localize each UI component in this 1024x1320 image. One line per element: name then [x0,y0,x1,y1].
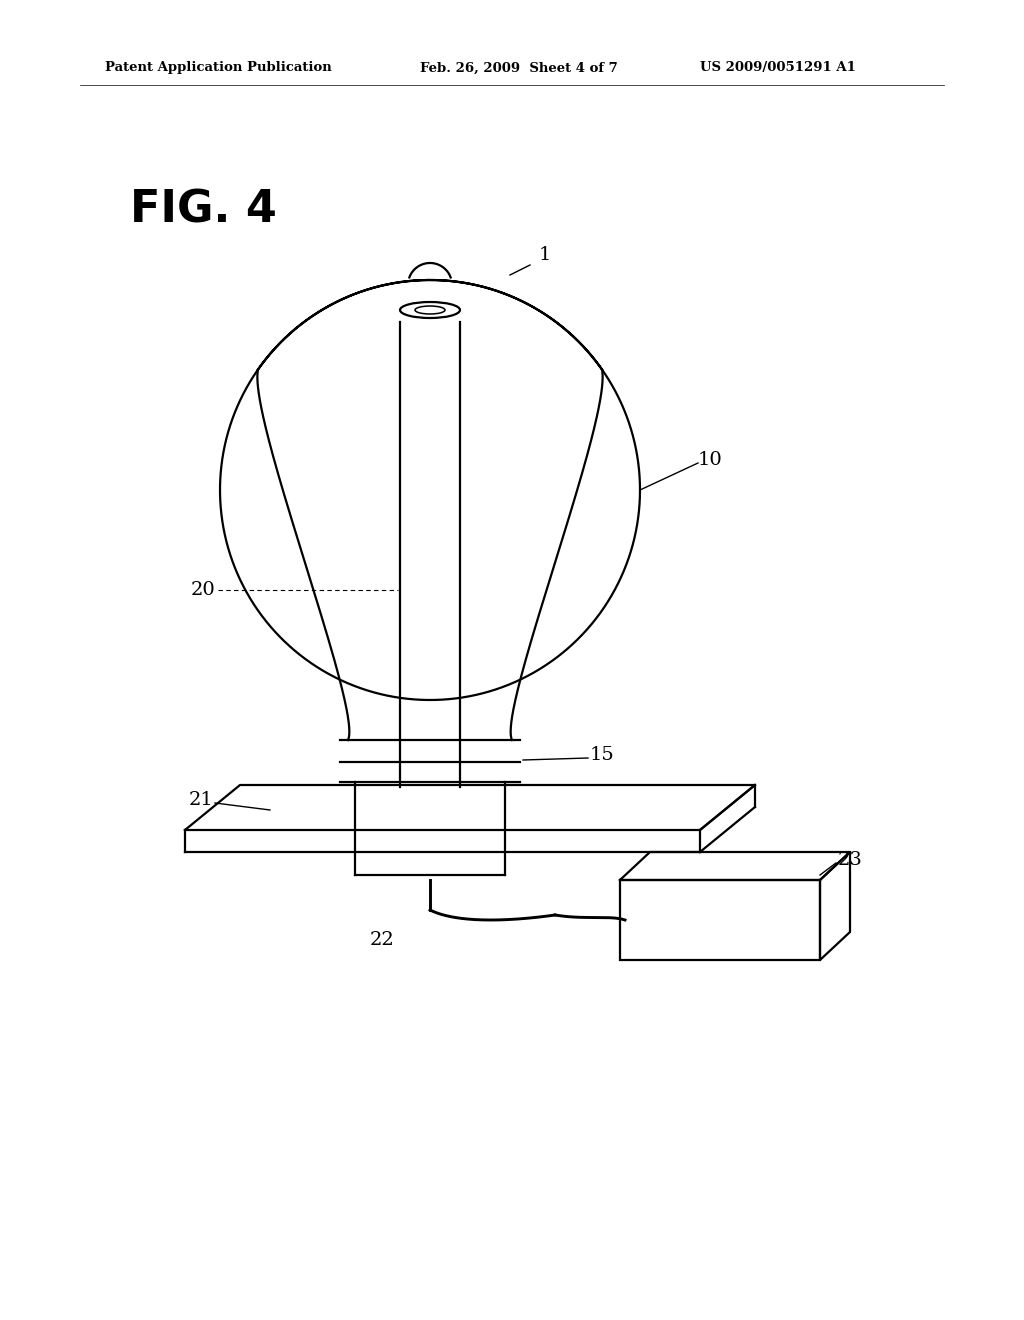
Text: 21: 21 [188,791,213,809]
Text: FIG. 4: FIG. 4 [130,189,276,231]
Bar [620,880,820,960]
Text: 15: 15 [590,746,614,764]
Text: Feb. 26, 2009  Sheet 4 of 7: Feb. 26, 2009 Sheet 4 of 7 [420,62,617,74]
Text: 1: 1 [539,246,551,264]
Text: 23: 23 [838,851,863,869]
Ellipse shape [400,302,460,318]
Text: Patent Application Publication: Patent Application Publication [105,62,332,74]
Text: 22: 22 [370,931,394,949]
Text: 20: 20 [190,581,215,599]
Text: 10: 10 [698,451,723,469]
Text: US 2009/0051291 A1: US 2009/0051291 A1 [700,62,856,74]
